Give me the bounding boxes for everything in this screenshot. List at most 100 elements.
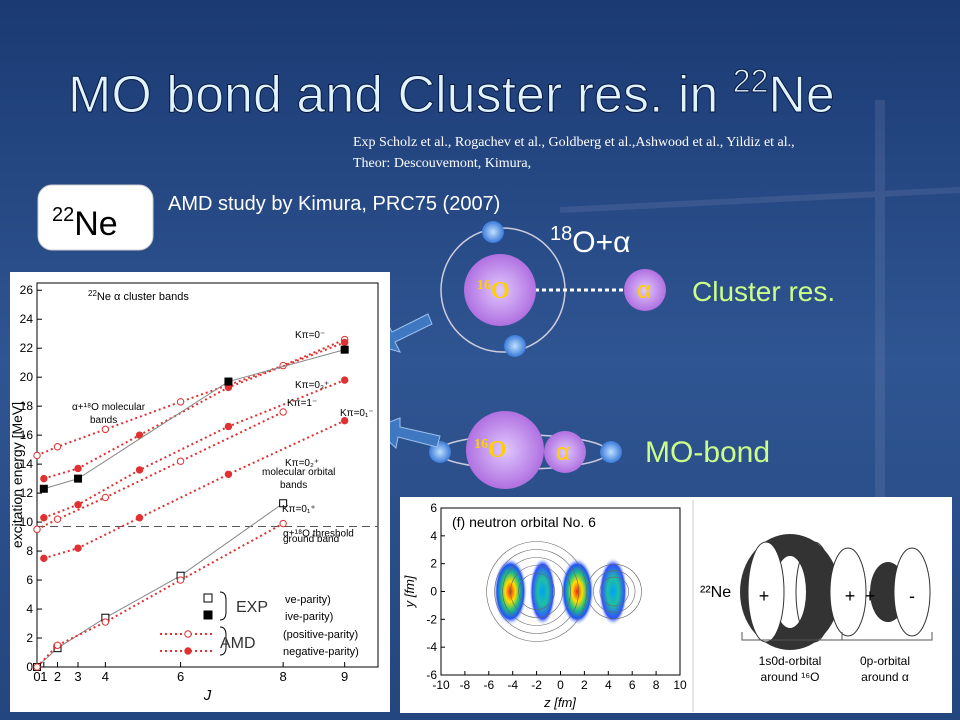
nucleus-box <box>37 184 154 251</box>
marker <box>74 464 82 473</box>
x-tick-label: 1 <box>40 669 47 684</box>
marker <box>101 425 110 434</box>
y-tick-label: 6 <box>430 501 437 515</box>
reference: Exp Scholz et al., Rogachev et al., Gold… <box>353 135 795 150</box>
orbital-lobe <box>829 547 867 637</box>
marker <box>74 501 82 509</box>
orbital-label: around α <box>861 670 909 684</box>
series-line <box>43 419 346 560</box>
band-label: Kπ=0⁻ <box>295 330 325 341</box>
y-tick-label: 4 <box>26 602 33 616</box>
band-label: Kπ=0₃⁺ <box>295 380 329 391</box>
y-tick-label: 2 <box>26 631 33 645</box>
marker <box>340 376 349 384</box>
orbital-label: 0p-orbital <box>860 654 910 668</box>
y-tick-label: -4 <box>426 640 437 654</box>
legend-key <box>203 593 213 603</box>
marker <box>40 554 48 563</box>
x-tick-label: 3 <box>74 669 81 684</box>
band-label: Kπ=1⁻ <box>287 398 317 409</box>
panel-title-sup: 22 <box>88 289 97 298</box>
mo-label: MO-bond <box>645 436 770 469</box>
marker <box>279 519 287 528</box>
y-tick-label: 10 <box>20 515 34 529</box>
group-label: bands <box>280 480 307 491</box>
slide-title: MO bond and Cluster res. in 22Ne <box>68 63 835 124</box>
y-tick-label: -6 <box>426 668 437 682</box>
band-label: Kπ=0₁⁻ <box>340 408 374 419</box>
contour <box>518 573 555 610</box>
x-tick-label: -4 <box>507 678 518 692</box>
legend-text: negative-parity) <box>283 646 359 658</box>
sign: + <box>759 586 770 606</box>
sign: + <box>845 586 856 606</box>
sign: - <box>909 586 915 606</box>
plot-title: (f) neutron orbital No. 6 <box>452 514 596 530</box>
marker <box>40 474 48 483</box>
marker <box>53 515 62 523</box>
x-tick-label: 8 <box>280 669 287 684</box>
legend-brace <box>219 591 227 621</box>
contour <box>599 576 629 607</box>
marker <box>340 345 349 354</box>
legend-text: ve-parity) <box>285 594 331 606</box>
x-tick-label: -8 <box>460 678 471 692</box>
core <box>466 411 544 489</box>
panel-title-text: Ne α cluster bands <box>97 291 189 303</box>
y-tick-label: 12 <box>20 486 34 500</box>
y-tick-label: 4 <box>430 529 437 543</box>
contour <box>510 565 563 618</box>
x-tick-label: 8 <box>653 678 660 692</box>
marker <box>176 576 185 584</box>
marker <box>101 618 110 626</box>
group-label: α+¹⁸O molecular <box>72 402 146 413</box>
group-label: molecular orbital <box>262 467 335 478</box>
band-label: Kπ=0₂⁺ <box>285 458 319 469</box>
neutron <box>600 441 622 463</box>
y-tick-label: 6 <box>26 573 33 587</box>
x-tick-label: -2 <box>531 678 542 692</box>
y-tick-label: 0 <box>430 585 437 599</box>
contour <box>494 549 579 634</box>
threshold-label: α+¹⁸O threshold <box>283 528 354 539</box>
alpha-label: α <box>637 277 651 304</box>
panel-title: 22Ne α cluster bands <box>88 289 189 303</box>
sign: - <box>800 586 806 606</box>
marker <box>176 398 185 406</box>
neutron <box>482 221 504 243</box>
legend-brace <box>219 626 227 656</box>
orbital-lobe <box>893 547 931 637</box>
exp-label: EXP <box>236 599 268 616</box>
marker <box>53 641 62 649</box>
orbital-lobe <box>747 541 785 643</box>
x-tick-label: 10 <box>673 678 687 692</box>
marker <box>74 544 82 552</box>
nucleus-label: 22Ne <box>52 204 118 243</box>
x-tick-label: 6 <box>629 678 636 692</box>
y-tick-label: 8 <box>26 544 33 558</box>
y-tick-label: 14 <box>20 457 34 471</box>
cluster-label: Cluster res. <box>692 276 835 307</box>
x-tick-label: 6 <box>177 669 184 684</box>
core-label: 16O <box>477 278 510 304</box>
y-tick-label: 20 <box>20 370 34 384</box>
alpha <box>544 431 586 473</box>
series-line <box>43 349 345 490</box>
bracket <box>741 632 933 641</box>
orbital-label: around ¹⁶O <box>761 670 820 684</box>
group-label: bands <box>90 415 117 426</box>
x-tick-label: 4 <box>605 678 612 692</box>
plot-frame <box>36 282 379 668</box>
marker <box>53 443 62 451</box>
x-tick-label: 2 <box>54 669 61 684</box>
scale-decoration <box>559 100 960 500</box>
marker <box>33 525 41 534</box>
marker <box>176 457 185 465</box>
y-axis-label: excitation energy [MeV] <box>9 402 25 548</box>
y-tick-label: 24 <box>20 312 34 326</box>
y-tick-label: -2 <box>426 612 437 626</box>
core <box>464 254 536 326</box>
neutron <box>504 335 526 357</box>
band-label: Kπ=0₁⁺ <box>282 504 316 515</box>
